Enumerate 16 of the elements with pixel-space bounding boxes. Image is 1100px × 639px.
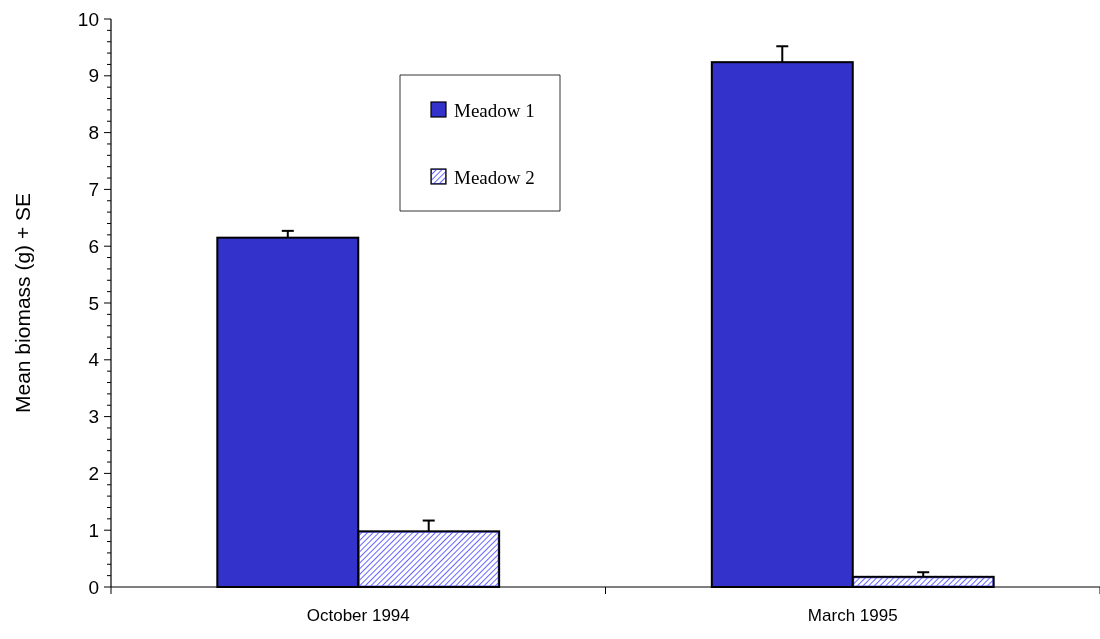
x-tick-label: October 1994 [306,606,410,625]
y-tick-label: 0 [88,576,99,598]
y-tick-label: 6 [88,235,99,257]
y-tick-label: 10 [77,8,99,30]
y-tick-label: 9 [88,65,99,87]
y-tick-label: 1 [88,519,99,541]
x-tick-label: March 1995 [807,606,898,625]
y-tick-label: 8 [88,122,99,144]
legend-label: Meadow 1 [454,99,535,121]
y-tick-label: 3 [88,406,99,428]
legend-label: Meadow 2 [454,166,535,188]
y-axis-title: Mean biomass (g) + SE [11,192,34,414]
y-tick-label: 5 [88,292,99,314]
y-tick-label: 4 [88,349,100,371]
y-tick-label: 7 [88,179,99,201]
y-tick-label: 2 [88,463,99,485]
